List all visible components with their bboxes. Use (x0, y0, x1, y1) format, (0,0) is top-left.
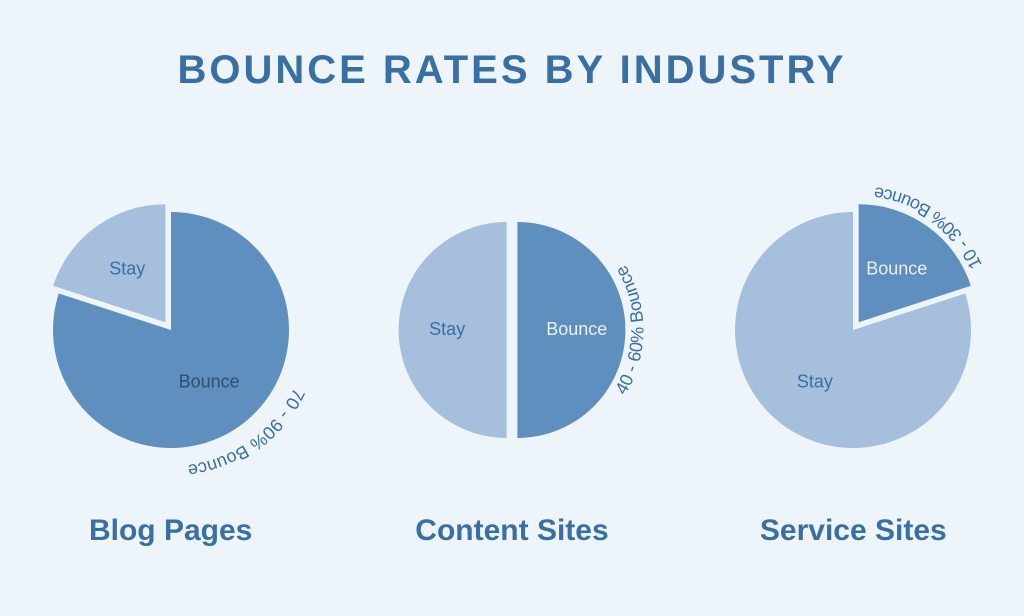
pie-blog-pages: StayBounce70 - 90% Bounce (11, 170, 331, 490)
slice-label-stay: Stay (109, 258, 145, 278)
chart-service-sites: StayBounce10 - 30% Bounce Service Sites (693, 170, 1013, 548)
slice-label-stay: Stay (429, 319, 465, 339)
slice-label-bounce: Bounce (546, 319, 607, 339)
chart-content-sites: StayBounce40 - 60% Bounce Content Sites (352, 170, 672, 548)
slice-label-stay: Stay (797, 371, 833, 391)
charts-row: StayBounce70 - 90% Bounce Blog Pages Sta… (0, 170, 1024, 548)
caption-content-sites: Content Sites (415, 514, 608, 548)
slice-label-bounce: Bounce (178, 371, 239, 391)
page-title: BOUNCE RATES BY INDUSTRY (0, 48, 1024, 93)
infographic-root: BOUNCE RATES BY INDUSTRY StayBounce70 - … (0, 0, 1024, 616)
caption-blog-pages: Blog Pages (89, 514, 252, 548)
pie-service-sites: StayBounce10 - 30% Bounce (693, 170, 1013, 490)
pie-content-sites: StayBounce40 - 60% Bounce (352, 170, 672, 490)
slice-label-bounce: Bounce (867, 258, 928, 278)
chart-blog-pages: StayBounce70 - 90% Bounce Blog Pages (11, 170, 331, 548)
caption-service-sites: Service Sites (760, 514, 947, 548)
